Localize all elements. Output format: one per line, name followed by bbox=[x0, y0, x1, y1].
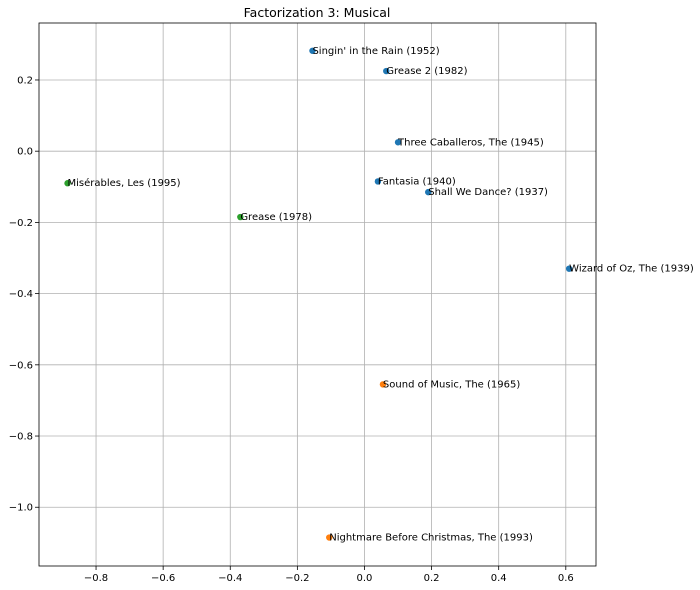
point-label: Shall We Dance? (1937) bbox=[428, 187, 548, 198]
data-point bbox=[64, 180, 71, 187]
point-label: Wizard of Oz, The (1939) bbox=[569, 264, 694, 275]
chart-title: Factorization 3: Musical bbox=[244, 5, 391, 20]
x-tick-label: 0.0 bbox=[357, 573, 373, 584]
data-point bbox=[383, 67, 390, 75]
y-tick-label: −0.8 bbox=[9, 432, 33, 443]
point-label: Misérables, Les (1995) bbox=[68, 177, 181, 189]
y-tick-label: −0.6 bbox=[9, 360, 33, 371]
y-tick-label: 0.2 bbox=[17, 75, 33, 86]
x-tick-label: 0.4 bbox=[491, 573, 507, 584]
y-tick-label: −0.4 bbox=[9, 289, 33, 300]
x-tick-label: 0.6 bbox=[558, 573, 574, 584]
x-tick-label: 0.2 bbox=[424, 573, 440, 584]
axis-ticks: −0.8 −0.6 −0.4 −0.2 0.0 0.2 0.4 0.6 −1.0 −0.8 −0.6… bbox=[9, 75, 574, 584]
x-tick-label: −0.6 bbox=[151, 573, 175, 584]
data-point bbox=[565, 265, 573, 272]
x-tick-label: −0.2 bbox=[285, 573, 309, 584]
data-point bbox=[374, 178, 382, 185]
x-tick-label: −0.8 bbox=[84, 573, 108, 584]
point-label: Fantasia (1940) bbox=[378, 176, 456, 187]
x-tick-label: −0.4 bbox=[218, 573, 242, 584]
point-label: Nightmare Before Christmas, The (1993) bbox=[329, 533, 533, 544]
plot-frame bbox=[38, 22, 597, 567]
y-tick-label: −1.0 bbox=[9, 503, 33, 514]
data-point bbox=[425, 188, 432, 196]
data-points: Singin' in the Rain (1952) Grease 2 (1982… bbox=[64, 46, 694, 544]
data-point bbox=[309, 47, 316, 54]
data-point bbox=[326, 534, 333, 541]
data-point bbox=[394, 139, 402, 146]
y-tick-label: 0.0 bbox=[17, 147, 33, 158]
point-label: Singin' in the Rain (1952) bbox=[312, 46, 439, 57]
point-label: Grease 2 (1982) bbox=[386, 66, 467, 77]
point-label: Sound of Music, The (1965) bbox=[383, 379, 520, 390]
grid-lines bbox=[39, 23, 596, 566]
y-tick-label: −0.2 bbox=[9, 218, 33, 229]
data-point bbox=[237, 213, 244, 221]
data-point bbox=[379, 381, 387, 388]
point-label: Three Caballeros, The (1945) bbox=[397, 137, 544, 148]
point-label: Grease (1978) bbox=[240, 212, 312, 223]
